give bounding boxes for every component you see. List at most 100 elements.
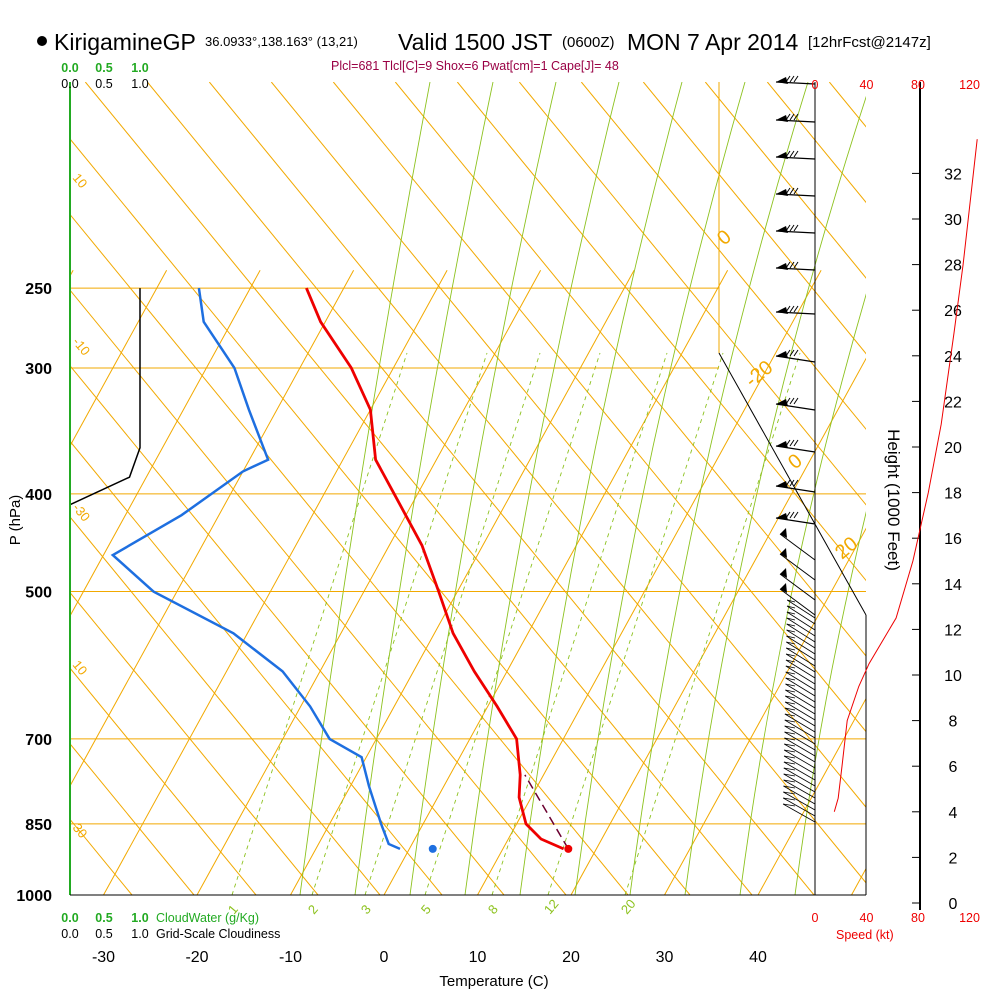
height-tick-label: 4	[949, 805, 958, 822]
mixing-ratio-line	[364, 352, 541, 895]
wind-barb-pennant	[776, 307, 788, 314]
wind-barb-feather	[786, 647, 796, 651]
wind-barb-feather	[785, 349, 791, 357]
pressure-tick-label: 1000	[16, 888, 52, 905]
wind-barb-feather	[784, 707, 796, 711]
wind-barb	[786, 623, 816, 643]
wind-barb	[786, 641, 816, 661]
dry-adiabat-line	[146, 82, 815, 895]
wind-barb	[783, 755, 816, 775]
temperature-line	[305, 287, 565, 851]
wind-barb	[786, 605, 816, 625]
temperature-tick-label: -20	[185, 949, 208, 966]
cloudwater-legend-title: CloudWater (g/Kg)	[156, 911, 259, 925]
wind-barb-pennant	[776, 263, 788, 270]
cloudwater-tick-bottom: 1.0	[131, 911, 148, 925]
wind-barb-feather	[793, 187, 799, 195]
wind-barb-feather	[786, 629, 796, 633]
wind-barb-feather	[789, 397, 795, 405]
dry-adiabat-line	[70, 818, 133, 895]
pressure-tick-label: 250	[25, 281, 52, 298]
wind-barb-pennant	[776, 189, 788, 196]
wind-barb-pennant	[780, 583, 787, 593]
height-tick-label: 12	[944, 622, 962, 639]
dry-adiabat-line	[70, 440, 443, 895]
station-name: KirigamineGP	[54, 29, 196, 55]
cloudiness-tick-bottom: 1.0	[131, 927, 148, 941]
isotherm-line	[570, 357, 866, 895]
isotherm-line	[383, 270, 729, 895]
dry-adiabat-label: -10	[70, 334, 94, 358]
wind-barb	[785, 647, 816, 667]
pressure-axis-title: P (hPa)	[7, 495, 24, 546]
wind-barb	[783, 773, 816, 793]
dry-adiabat-line	[208, 82, 866, 884]
moist-adiabat-line	[574, 82, 746, 895]
dry-adiabat-label: 0	[784, 450, 807, 474]
moist-adiabat-lines	[299, 82, 866, 895]
wind-barb-pennant	[776, 351, 788, 358]
wind-barbs	[775, 75, 816, 823]
wind-barb-feather	[793, 75, 799, 83]
wind-barb-feather	[785, 659, 796, 663]
dry-adiabat-line	[332, 82, 866, 733]
wind-barb-feather	[783, 803, 796, 807]
dry-adiabat-line	[84, 82, 753, 895]
wind-barb-feather	[784, 713, 796, 717]
wind-barb-feather	[785, 113, 791, 121]
wind-barb-pennant	[776, 481, 788, 488]
wind-barb-feather	[786, 617, 796, 621]
wind-barb	[783, 749, 816, 769]
wind-barb-feather	[785, 305, 791, 313]
dry-adiabat-label: -20	[741, 356, 777, 391]
wind-barb-feather	[789, 75, 795, 83]
height-tick-label: 32	[944, 166, 962, 183]
stability-indices: Plcl=681 Tlcl[C]=9 Shox=6 Pwat[cm]=1 Cap…	[331, 59, 619, 73]
wind-barb-feather	[785, 653, 796, 657]
cloudiness-legend-title: Grid-Scale Cloudiness	[156, 927, 280, 941]
dry-adiabat-label: 20	[831, 533, 862, 564]
height-tick-label: 0	[949, 896, 958, 913]
temperature-tick-label: -10	[279, 949, 302, 966]
valid-time: Valid 1500 JST	[398, 29, 552, 55]
dry-adiabat-label: 10	[70, 657, 91, 678]
plot-background	[70, 82, 866, 895]
isotherm-line	[290, 270, 635, 895]
wind-barb-pennant	[776, 115, 788, 122]
cloudiness-profile	[70, 288, 141, 506]
wind-barb-feather	[793, 305, 799, 313]
wind-barb-feather	[786, 605, 796, 609]
wind-barb-feather	[786, 641, 796, 645]
wind-barb-feather	[785, 701, 796, 705]
isotherm-line	[70, 270, 168, 447]
moist-adiabat-line	[629, 82, 809, 895]
wind-barb-feather	[785, 439, 791, 447]
mixing-ratio-line	[231, 352, 408, 895]
wind-barb-feather	[786, 623, 796, 627]
dewpoint-line	[110, 287, 401, 851]
isotherm-line	[196, 270, 542, 895]
bottom-cloud-legend: 0.0 0.5 1.0 0.0 0.5 1.0	[61, 911, 148, 941]
cloudiness-line	[70, 288, 141, 506]
wind-barb-feather	[783, 773, 796, 777]
wind-barb-feather	[784, 749, 796, 753]
wind-barb-pennant	[780, 548, 787, 558]
wind-barb-feather	[783, 797, 796, 801]
wind-barb-pennant	[776, 399, 788, 406]
wind-barb	[785, 695, 816, 715]
wind-barb	[784, 713, 816, 733]
wind-barb-feather	[785, 224, 791, 232]
dry-adiabat-line	[580, 82, 866, 430]
dry-adiabat-lines	[70, 82, 866, 895]
wind-barb-pennant	[776, 513, 788, 520]
dry-adiabat-line	[394, 82, 866, 657]
wind-barb	[786, 635, 816, 655]
wind-barb	[785, 659, 816, 679]
pressure-tick-label: 500	[25, 585, 52, 602]
wind-barb-feather	[785, 671, 796, 675]
moist-adiabat-line	[794, 510, 866, 895]
wind-barb-feather	[793, 439, 799, 447]
wind-barb	[784, 725, 816, 745]
